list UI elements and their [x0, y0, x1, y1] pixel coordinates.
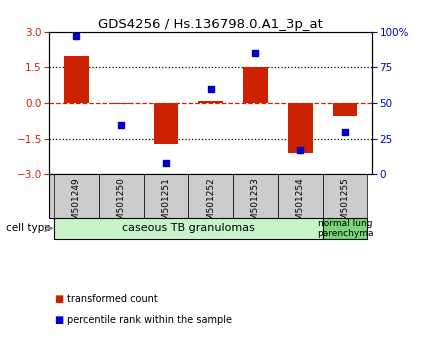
Text: GSM501253: GSM501253	[251, 177, 260, 232]
Point	[297, 147, 304, 153]
Bar	[322, 175, 368, 218]
Bar	[64, 56, 89, 103]
Text: transformed count: transformed count	[67, 294, 157, 304]
Point	[341, 129, 348, 135]
Bar	[99, 175, 144, 218]
Text: ■: ■	[54, 315, 63, 325]
Bar	[109, 103, 133, 104]
Text: GSM501255: GSM501255	[341, 177, 350, 232]
Text: GSM501250: GSM501250	[117, 177, 126, 232]
Bar	[333, 103, 357, 116]
Bar	[243, 68, 268, 103]
Point	[207, 86, 214, 92]
Bar	[54, 218, 322, 239]
Text: GSM501252: GSM501252	[206, 177, 215, 232]
Text: GSM501249: GSM501249	[72, 177, 81, 232]
Bar	[288, 103, 313, 153]
Bar	[278, 175, 322, 218]
Text: cell type: cell type	[6, 223, 50, 233]
Point	[252, 50, 259, 56]
Bar	[322, 218, 368, 239]
Bar	[188, 175, 233, 218]
Title: GDS4256 / Hs.136798.0.A1_3p_at: GDS4256 / Hs.136798.0.A1_3p_at	[98, 18, 323, 31]
Bar	[54, 175, 99, 218]
Text: GSM501254: GSM501254	[296, 177, 305, 232]
Bar	[144, 175, 188, 218]
Point	[118, 122, 125, 127]
Bar	[233, 175, 278, 218]
Text: normal lung
parenchyma: normal lung parenchyma	[317, 219, 373, 238]
Text: caseous TB granulomas: caseous TB granulomas	[122, 223, 255, 233]
Bar	[198, 101, 223, 103]
Text: GSM501251: GSM501251	[161, 177, 170, 232]
Text: percentile rank within the sample: percentile rank within the sample	[67, 315, 232, 325]
Text: ■: ■	[54, 294, 63, 304]
Point	[73, 33, 80, 39]
Point	[163, 160, 169, 166]
Bar	[154, 103, 178, 144]
